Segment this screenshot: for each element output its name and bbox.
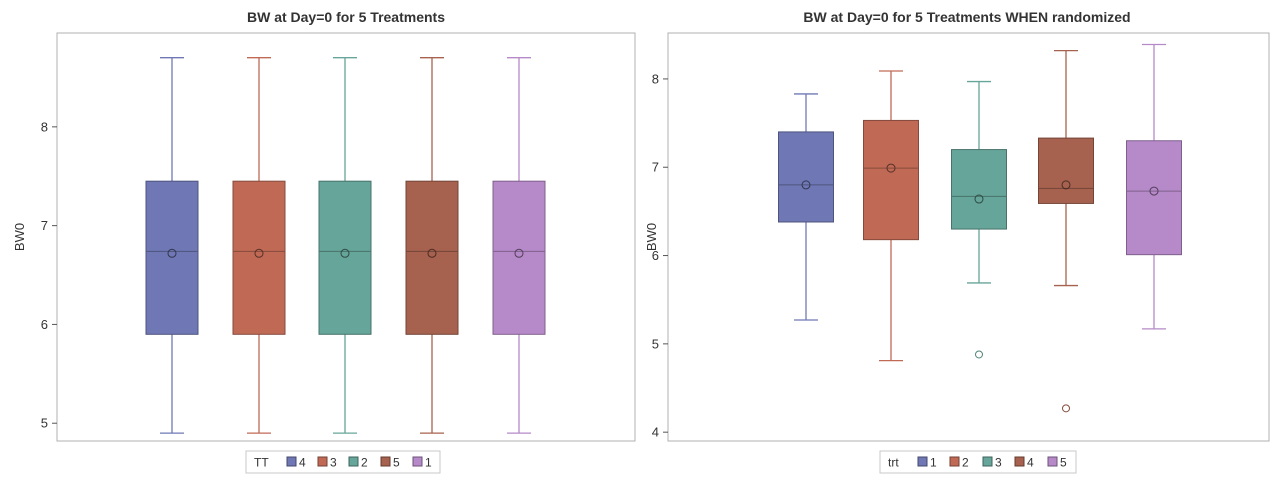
legend-entry: 3: [330, 456, 337, 470]
outlier-point: [1062, 404, 1070, 413]
box-3: [951, 80, 1007, 359]
mean-marker: [340, 248, 350, 258]
legend-swatch: [1014, 456, 1025, 467]
y-tick-label: 7: [41, 218, 48, 233]
legend-title: trt: [888, 456, 899, 470]
mean-marker: [1061, 180, 1071, 190]
y-tick-label: 6: [41, 317, 48, 332]
legend-entry: 5: [1060, 456, 1067, 470]
y-axis-label: BW0: [644, 223, 659, 251]
legend-entry: 2: [361, 456, 368, 470]
box-4: [1038, 50, 1094, 413]
iqr-box: [951, 149, 1007, 230]
y-tick-label: 4: [652, 425, 659, 440]
mean-marker: [167, 248, 177, 258]
left-chart: BW at Day=0 for 5 Treatments 5 6 7 8 BW0 TT 4 3 2…: [12, 9, 636, 474]
legend-entry: 1: [425, 456, 432, 470]
box-4: [145, 57, 199, 434]
iqr-box: [1038, 137, 1094, 204]
y-tick-label: 8: [41, 119, 48, 134]
legend-entry: 4: [1027, 456, 1034, 470]
legend-swatch: [412, 456, 423, 467]
mean-marker: [974, 194, 984, 204]
right-chart: BW at Day=0 for 5 Treatments WHEN random…: [644, 9, 1270, 474]
box-2: [318, 57, 372, 434]
iqr-box: [778, 131, 834, 223]
mean-marker: [254, 248, 264, 258]
plot-frame: [56, 32, 636, 442]
mean-marker: [886, 163, 896, 173]
legend-swatch: [348, 456, 359, 467]
plot-frame: [667, 32, 1270, 442]
legend-title: TT: [254, 456, 269, 470]
legend-swatch: [949, 456, 960, 467]
box-3: [232, 57, 286, 434]
box-5: [405, 57, 459, 434]
legend-entry: 1: [930, 456, 937, 470]
y-axis-label: BW0: [12, 223, 27, 251]
legend-entry: 2: [962, 456, 969, 470]
box-1: [778, 93, 834, 321]
y-tick-label: 7: [652, 160, 659, 175]
legend-box: [879, 450, 1077, 474]
y-tick-label: 5: [652, 336, 659, 351]
mean-marker: [427, 248, 437, 258]
legend: trt 1 2 3 4 5: [879, 450, 1077, 474]
legend-box: [245, 450, 441, 474]
legend: TT 4 3 2 5 1: [245, 450, 441, 474]
iqr-box: [863, 119, 919, 241]
legend-swatch: [1047, 456, 1058, 467]
legend-swatch: [982, 456, 993, 467]
iqr-box: [1126, 140, 1182, 256]
legend-swatch: [917, 456, 928, 467]
box-2: [863, 70, 919, 362]
y-tick-label: 8: [652, 71, 659, 86]
chart-title: BW at Day=0 for 5 Treatments: [247, 9, 445, 25]
legend-swatch: [286, 456, 297, 467]
legend-swatch: [317, 456, 328, 467]
legend-entry: 4: [299, 456, 306, 470]
y-tick-label: 6: [652, 248, 659, 263]
mean-marker: [801, 180, 811, 190]
mean-marker: [514, 248, 524, 258]
outlier-point: [975, 350, 983, 359]
legend-swatch: [380, 456, 391, 467]
y-tick-label: 5: [41, 416, 48, 431]
legend-entry: 3: [995, 456, 1002, 470]
mean-marker: [1149, 186, 1159, 196]
legend-entry: 5: [393, 456, 400, 470]
box-5: [1126, 43, 1182, 330]
box-1: [492, 57, 546, 434]
chart-title: BW at Day=0 for 5 Treatments WHEN random…: [803, 9, 1130, 25]
